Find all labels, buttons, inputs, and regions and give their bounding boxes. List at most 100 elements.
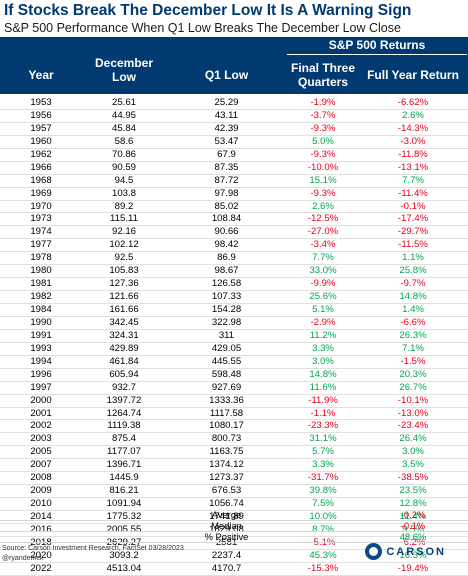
- cell-q1-low: 429.05: [211, 342, 242, 354]
- cell-full-year-return: -11.5%: [398, 239, 428, 251]
- table-row: 1990 342.45 322.98 -2.9% -6.6%: [0, 317, 468, 330]
- header-december-low: December Low: [94, 55, 154, 84]
- cell-q1-low: 25.29: [214, 97, 239, 108]
- cell-final-three-quarters: 11.6%: [309, 381, 337, 393]
- cell-final-three-quarters: -12.5%: [307, 213, 339, 225]
- cell-year: 2014: [30, 511, 52, 522]
- cell-year: 1960: [30, 135, 52, 147]
- cell-year: 1970: [30, 200, 52, 212]
- cell-full-year-return: 7.1%: [402, 342, 424, 354]
- cell-final-three-quarters: -31.7%: [307, 472, 339, 484]
- table-row: 1977 102.12 98.42 -3.4% -11.5%: [0, 239, 468, 253]
- cell-full-year-return: 1.1%: [402, 252, 424, 264]
- cell-full-year-return: -38.5%: [397, 472, 429, 484]
- cell-final-three-quarters: 2.6%: [312, 200, 334, 212]
- cell-year: 1978: [30, 252, 52, 264]
- table-row: 2007 1396.71 1374.12 3.3% 3.5%: [0, 459, 468, 473]
- cell-year: 1996: [30, 368, 52, 380]
- table-body: 1953 25.61 25.29 -1.9% -6.62% 1956 44.95 43.11 -…: [0, 97, 468, 576]
- cell-year: 2001: [30, 407, 52, 419]
- cell-final-three-quarters: 10.0%: [309, 511, 337, 522]
- cell-q1-low: 322.98: [211, 316, 242, 328]
- table-row: 2014 1775.32 1741.89 10.0% 11.4%: [0, 511, 468, 524]
- table-row: 1984 161.66 154.28 5.1% 1.4%: [0, 304, 468, 317]
- cell-final-three-quarters: 8.7%: [312, 523, 334, 535]
- cell-full-year-return: 3.0%: [402, 446, 424, 458]
- cell-q1-low: 311: [218, 329, 235, 341]
- table-row: 2000 1397.72 1333.36 -11.9% -10.1%: [0, 395, 468, 408]
- header-final-three-quarters: Final Three Quarters: [290, 60, 355, 89]
- cell-q1-low: 43.11: [214, 109, 239, 121]
- summary-label: Averge: [211, 509, 242, 520]
- cell-final-three-quarters: -3.4%: [310, 239, 336, 251]
- cell-final-three-quarters: 45.3%: [309, 549, 337, 561]
- cell-december-low: 105.83: [109, 265, 139, 277]
- cell-year: 1997: [30, 381, 52, 393]
- cell-december-low: 461.84: [109, 355, 139, 367]
- page-subtitle: S&P 500 Performance When Q1 Low Breaks T…: [4, 21, 401, 35]
- cell-year: 2022: [30, 562, 52, 574]
- table-row: 1974 92.16 90.66 -27.0% -29.7%: [0, 226, 468, 240]
- cell-final-three-quarters: -1.1%: [310, 407, 336, 419]
- cell-december-low: 45.84: [111, 122, 136, 134]
- cell-full-year-return: 9.5%: [402, 523, 424, 535]
- cell-full-year-return: -6.62%: [397, 97, 429, 108]
- cell-q1-low: 42.39: [214, 122, 239, 134]
- cell-year: 2007: [30, 459, 52, 471]
- cell-final-three-quarters: -9.3%: [310, 187, 336, 199]
- cell-q1-low: 86.9: [217, 252, 236, 264]
- cell-december-low: 1119.38: [107, 420, 141, 432]
- cell-q1-low: 126.58: [211, 278, 242, 290]
- cell-full-year-return: -6.6%: [400, 316, 426, 328]
- table-row: 1996 605.94 598.48 14.8% 20.3%: [0, 369, 468, 382]
- cell-year: 1973: [30, 213, 52, 225]
- cell-full-year-return: 16.3%: [399, 549, 427, 561]
- cell-year: 2003: [30, 433, 52, 445]
- summary-label: % Positive: [204, 531, 249, 542]
- cell-q1-low: 445.55: [211, 355, 242, 367]
- cell-december-low: 1445.9: [109, 472, 139, 484]
- cell-year: 1977: [30, 239, 52, 251]
- page-title: If Stocks Break The December Low It Is A…: [4, 2, 412, 19]
- cell-year: 1962: [30, 148, 52, 160]
- cell-final-three-quarters: 39.8%: [309, 485, 337, 497]
- summary-label: Median: [211, 520, 242, 531]
- cell-q1-low: 598.48: [211, 368, 242, 380]
- cell-full-year-return: -9.7%: [400, 278, 426, 290]
- cell-full-year-return: -23.4%: [397, 420, 429, 432]
- table-row: 2022 4513.04 4170.7 -15.3% -19.4%: [0, 563, 468, 576]
- cell-december-low: 1775.32: [106, 511, 142, 522]
- cell-year: 1966: [30, 161, 52, 173]
- table-row: 2016 2005.55 1829.08 8.7% 9.5%: [0, 524, 468, 537]
- cell-full-year-return: 26.3%: [399, 329, 427, 341]
- cell-year: 2020: [30, 549, 52, 561]
- cell-year: 1982: [30, 291, 52, 303]
- table-row: 1960 58.6 53.47 5.0% -3.0%: [0, 136, 468, 149]
- cell-year: 2010: [30, 498, 52, 510]
- cell-final-three-quarters: -23.3%: [307, 420, 339, 432]
- table-row: 1993 429.89 429.05 3.3% 7.1%: [0, 343, 468, 356]
- cell-december-low: 58.6: [114, 135, 134, 147]
- cell-full-year-return: 2.6%: [402, 109, 424, 121]
- cell-full-year-return: -10.1%: [397, 394, 429, 406]
- cell-december-low: 115.11: [110, 213, 138, 225]
- cell-december-low: 102.12: [109, 239, 139, 251]
- table-row: 1980 105.83 98.67 33.0% 25.8%: [0, 265, 468, 279]
- cell-q1-low: 1741.89: [209, 511, 244, 522]
- table-row: 2009 816.21 676.53 39.8% 23.5%: [0, 485, 468, 499]
- cell-final-three-quarters: -10.0%: [307, 161, 339, 173]
- table-row: 1956 44.95 43.11 -3.7% 2.6%: [0, 110, 468, 123]
- table-row: 1994 461.84 445.55 3.0% -1.5%: [0, 356, 468, 369]
- table-row: 1968 94.5 87.72 15.1% 7.7%: [0, 175, 468, 188]
- cell-year: 1969: [30, 187, 52, 199]
- cell-final-three-quarters: -15.3%: [307, 562, 339, 574]
- cell-full-year-return: -0.1%: [400, 200, 426, 212]
- cell-final-three-quarters: 7.5%: [312, 498, 334, 510]
- cell-full-year-return: -11.4%: [398, 187, 428, 199]
- cell-year: 1993: [30, 342, 52, 354]
- summary-row: Averge -0.2%: [0, 510, 468, 521]
- cell-full-year-return: -3.0%: [400, 135, 426, 147]
- cell-december-low: 92.5: [114, 252, 134, 264]
- cell-final-three-quarters: -11.9%: [308, 394, 338, 406]
- cell-q1-low: 1374.12: [209, 459, 244, 471]
